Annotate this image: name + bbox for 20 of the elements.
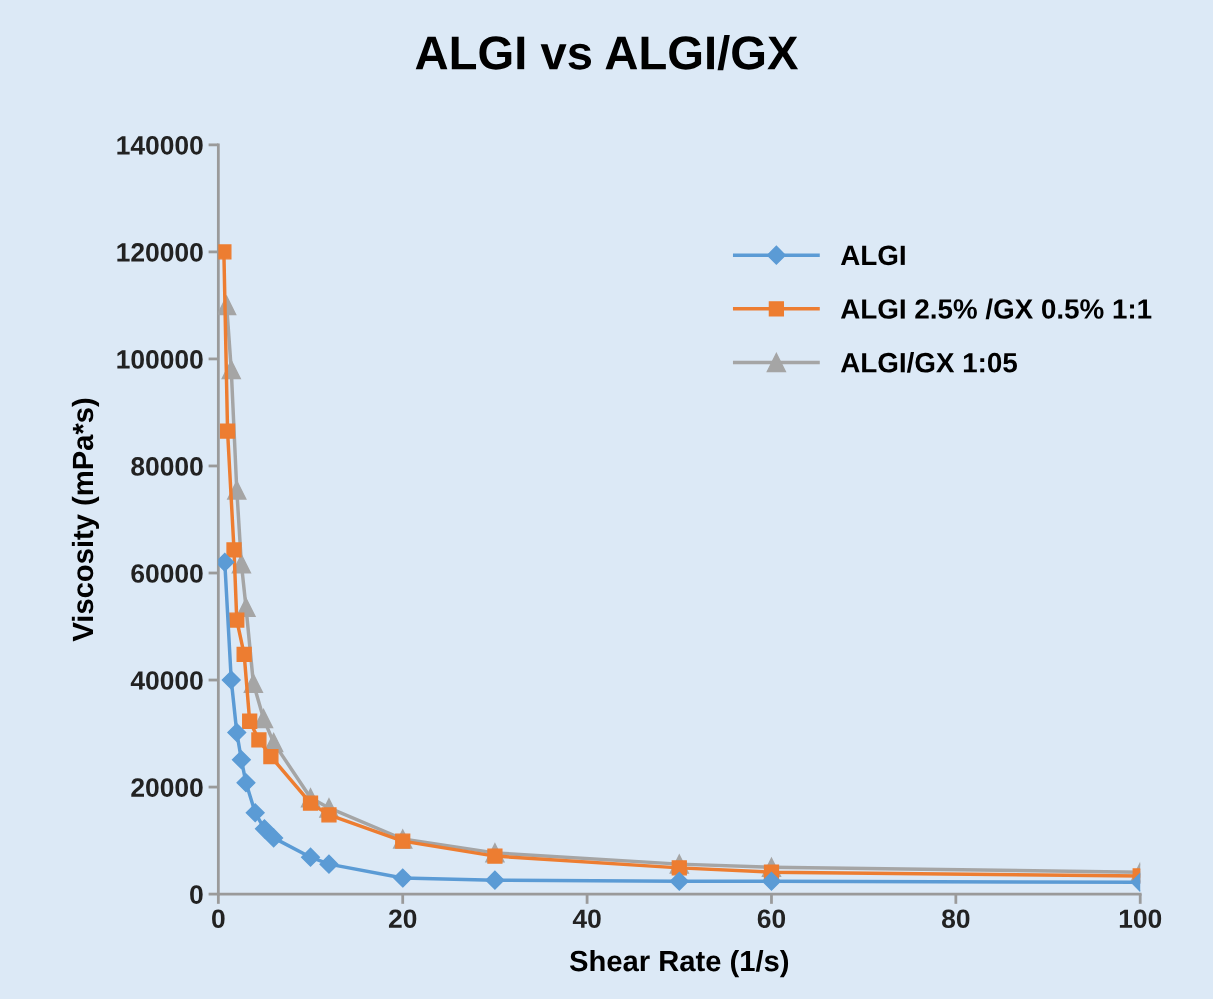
legend-label: ALGI — [840, 245, 905, 266]
y-tick-label: 120000 — [117, 243, 203, 262]
x-tick-label: 60 — [757, 909, 786, 929]
y-tick-label: 0 — [190, 885, 203, 904]
x-tick-label: 80 — [942, 909, 970, 929]
y-tick-label: 20000 — [131, 778, 203, 797]
y-tick-label: 80000 — [131, 457, 203, 476]
y-axis-title: Viscosity (mPa*s) — [71, 398, 100, 642]
x-tick-label: 40 — [572, 909, 601, 929]
legend-label: ALGI 2.5% /GX 0.5% 1:1 — [840, 298, 1152, 320]
x-tick-label: 20 — [388, 909, 417, 929]
y-tick-label: 40000 — [130, 671, 203, 690]
y-tick-label: 100000 — [117, 350, 203, 369]
x-tick-label: 100 — [1119, 909, 1162, 929]
x-axis-title: Shear Rate (1/s) — [569, 949, 789, 978]
legend-label: ALGI/GX 1:05 — [840, 352, 1017, 373]
y-tick-label: 140000 — [117, 135, 203, 155]
x-tick-label: 0 — [212, 909, 225, 929]
y-tick-label: 60000 — [131, 564, 203, 583]
chart-title: ALGI vs ALGI/GX — [415, 34, 799, 71]
